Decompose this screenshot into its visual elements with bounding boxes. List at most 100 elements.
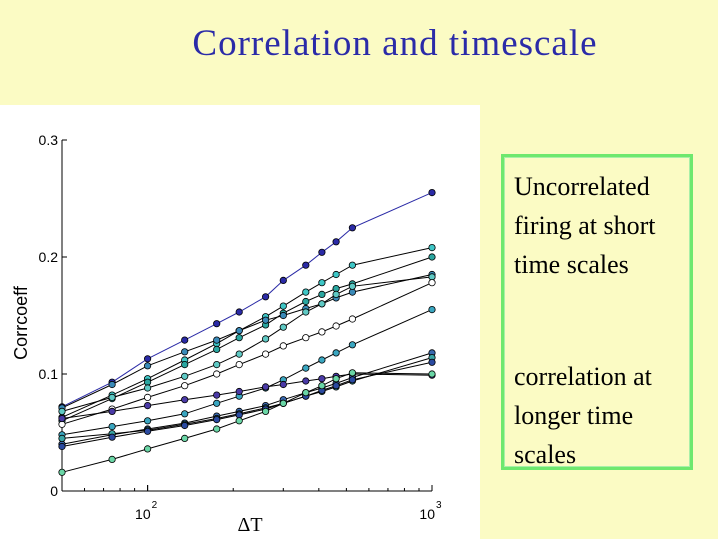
x-tick-label: 10 — [419, 506, 435, 522]
data-point-s3 — [318, 290, 326, 298]
data-point-s12 — [428, 370, 436, 378]
data-point-s5 — [279, 323, 287, 331]
data-point-s12 — [235, 417, 243, 425]
data-point-s6 — [144, 393, 152, 401]
x-tick-exponent: 2 — [152, 500, 158, 511]
data-point-s4 — [181, 348, 189, 356]
data-point-s2 — [302, 288, 310, 296]
series-lines — [61, 192, 433, 473]
data-point-s2 — [332, 270, 340, 279]
y-tick-label: 0 — [50, 483, 58, 499]
slide-title: Correlation and timescale — [192, 23, 598, 64]
data-point-s5 — [181, 372, 189, 380]
data-point-s1 — [144, 355, 152, 363]
chart-panel: 0 0.1 0.2 0.3 10 2 10 3 Corrcoeff ΔT — [0, 105, 480, 539]
x-tick-label: 10 — [135, 506, 151, 522]
data-point-s6 — [318, 328, 326, 336]
data-point-s6 — [213, 370, 221, 378]
data-point-s5 — [302, 308, 310, 316]
data-point-s6 — [181, 382, 189, 390]
data-point-s8 — [318, 375, 326, 383]
series-line-6 — [61, 282, 433, 425]
data-point-s5 — [213, 360, 221, 369]
data-point-s3 — [213, 345, 221, 353]
series-line-12 — [61, 372, 433, 473]
data-point-s7 — [428, 306, 436, 314]
data-point-s8 — [181, 396, 189, 404]
data-point-s2 — [428, 244, 436, 252]
data-point-s7 — [348, 341, 356, 349]
data-point-s8 — [58, 414, 66, 423]
data-point-s7 — [213, 399, 221, 407]
data-point-s1 — [181, 336, 189, 344]
x-axis-label: ΔT — [237, 514, 262, 536]
data-point-s12 — [181, 434, 189, 442]
data-point-s6 — [348, 315, 356, 323]
data-point-s1 — [213, 320, 221, 328]
data-point-s5 — [58, 407, 66, 415]
data-point-s7 — [108, 422, 116, 431]
x-tick-exponent: 3 — [436, 500, 442, 511]
data-point-s8 — [279, 380, 287, 389]
data-point-s12 — [318, 382, 326, 390]
data-point-s8 — [235, 387, 243, 396]
data-point-s7 — [332, 349, 340, 357]
data-point-s11 — [348, 376, 356, 384]
data-point-s11 — [428, 358, 436, 366]
data-point-s11 — [213, 415, 221, 424]
data-point-s4 — [144, 362, 152, 370]
data-point-s7 — [318, 356, 326, 364]
data-point-s1 — [428, 189, 436, 197]
series-line-7 — [61, 309, 433, 436]
data-point-s1 — [261, 293, 270, 301]
data-point-s8 — [261, 383, 270, 391]
data-point-s8 — [108, 407, 116, 415]
note-box: Uncorrelated firing at short time scales… — [501, 154, 693, 470]
y-tick-label: 0.1 — [39, 366, 59, 382]
data-point-s8 — [213, 391, 221, 399]
note-uncorrelated: Uncorrelated firing at short time scales — [514, 172, 656, 279]
data-point-s1 — [332, 238, 340, 246]
data-point-s4 — [213, 336, 221, 344]
data-point-s6 — [279, 342, 287, 350]
data-point-s12 — [108, 455, 116, 463]
data-point-s6 — [332, 322, 340, 330]
y-tick-label: 0.2 — [39, 249, 59, 265]
data-point-s6 — [261, 350, 270, 358]
data-point-s12 — [213, 425, 221, 433]
data-point-s7 — [302, 364, 310, 372]
data-point-s11 — [144, 427, 152, 435]
data-point-s11 — [181, 421, 189, 430]
series-line-5 — [61, 276, 433, 412]
data-point-s5 — [235, 350, 243, 358]
data-point-s12 — [348, 369, 356, 377]
data-point-s12 — [144, 445, 152, 453]
y-axis-label: Corrcoeff — [11, 285, 31, 360]
data-point-s5 — [108, 393, 116, 401]
data-point-s7 — [181, 410, 189, 418]
data-point-s5 — [348, 282, 356, 290]
data-point-s1 — [279, 276, 287, 284]
data-point-s3 — [302, 297, 310, 306]
data-point-s8 — [144, 401, 152, 410]
data-point-s3 — [235, 334, 243, 342]
data-point-s6 — [428, 279, 436, 287]
data-point-s3 — [181, 360, 189, 369]
data-point-s10 — [58, 434, 66, 442]
data-point-s4 — [261, 316, 270, 324]
data-point-s11 — [332, 382, 340, 390]
data-point-s2 — [318, 279, 326, 287]
series-points — [58, 189, 436, 476]
data-point-s1 — [235, 308, 243, 316]
data-point-s12 — [261, 407, 270, 415]
series-line-4 — [61, 274, 433, 409]
data-point-s1 — [318, 248, 326, 256]
data-point-s4 — [235, 327, 243, 335]
data-point-s4 — [279, 311, 287, 320]
data-point-s7 — [144, 417, 152, 425]
data-point-s8 — [302, 377, 310, 385]
series-line-9 — [61, 352, 433, 445]
data-point-s11 — [235, 411, 243, 419]
series-line-2 — [61, 247, 433, 418]
